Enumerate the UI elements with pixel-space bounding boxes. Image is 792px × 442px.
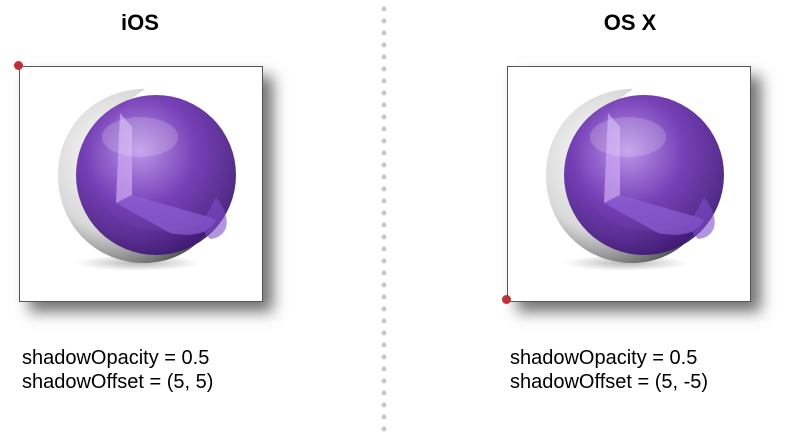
- ios-title: iOS: [121, 10, 159, 35]
- osx-layer-box: [507, 66, 751, 302]
- osx-caption-offset: shadowOffset = (5, -5): [510, 371, 709, 393]
- ios-layer-box: [19, 66, 263, 302]
- ios-caption-offset: shadowOffset = (5, 5): [22, 371, 214, 393]
- ios-caption-opacity: shadowOpacity = 0.5: [22, 347, 210, 369]
- osx-caption-opacity: shadowOpacity = 0.5: [510, 347, 698, 369]
- osx-title: OS X: [603, 10, 657, 35]
- purple-sphere-icon: [58, 89, 236, 271]
- osx-origin-dot: [502, 295, 511, 304]
- dotted-divider: [381, 6, 387, 432]
- ios-origin-dot: [14, 61, 23, 70]
- purple-sphere-icon: [546, 89, 724, 271]
